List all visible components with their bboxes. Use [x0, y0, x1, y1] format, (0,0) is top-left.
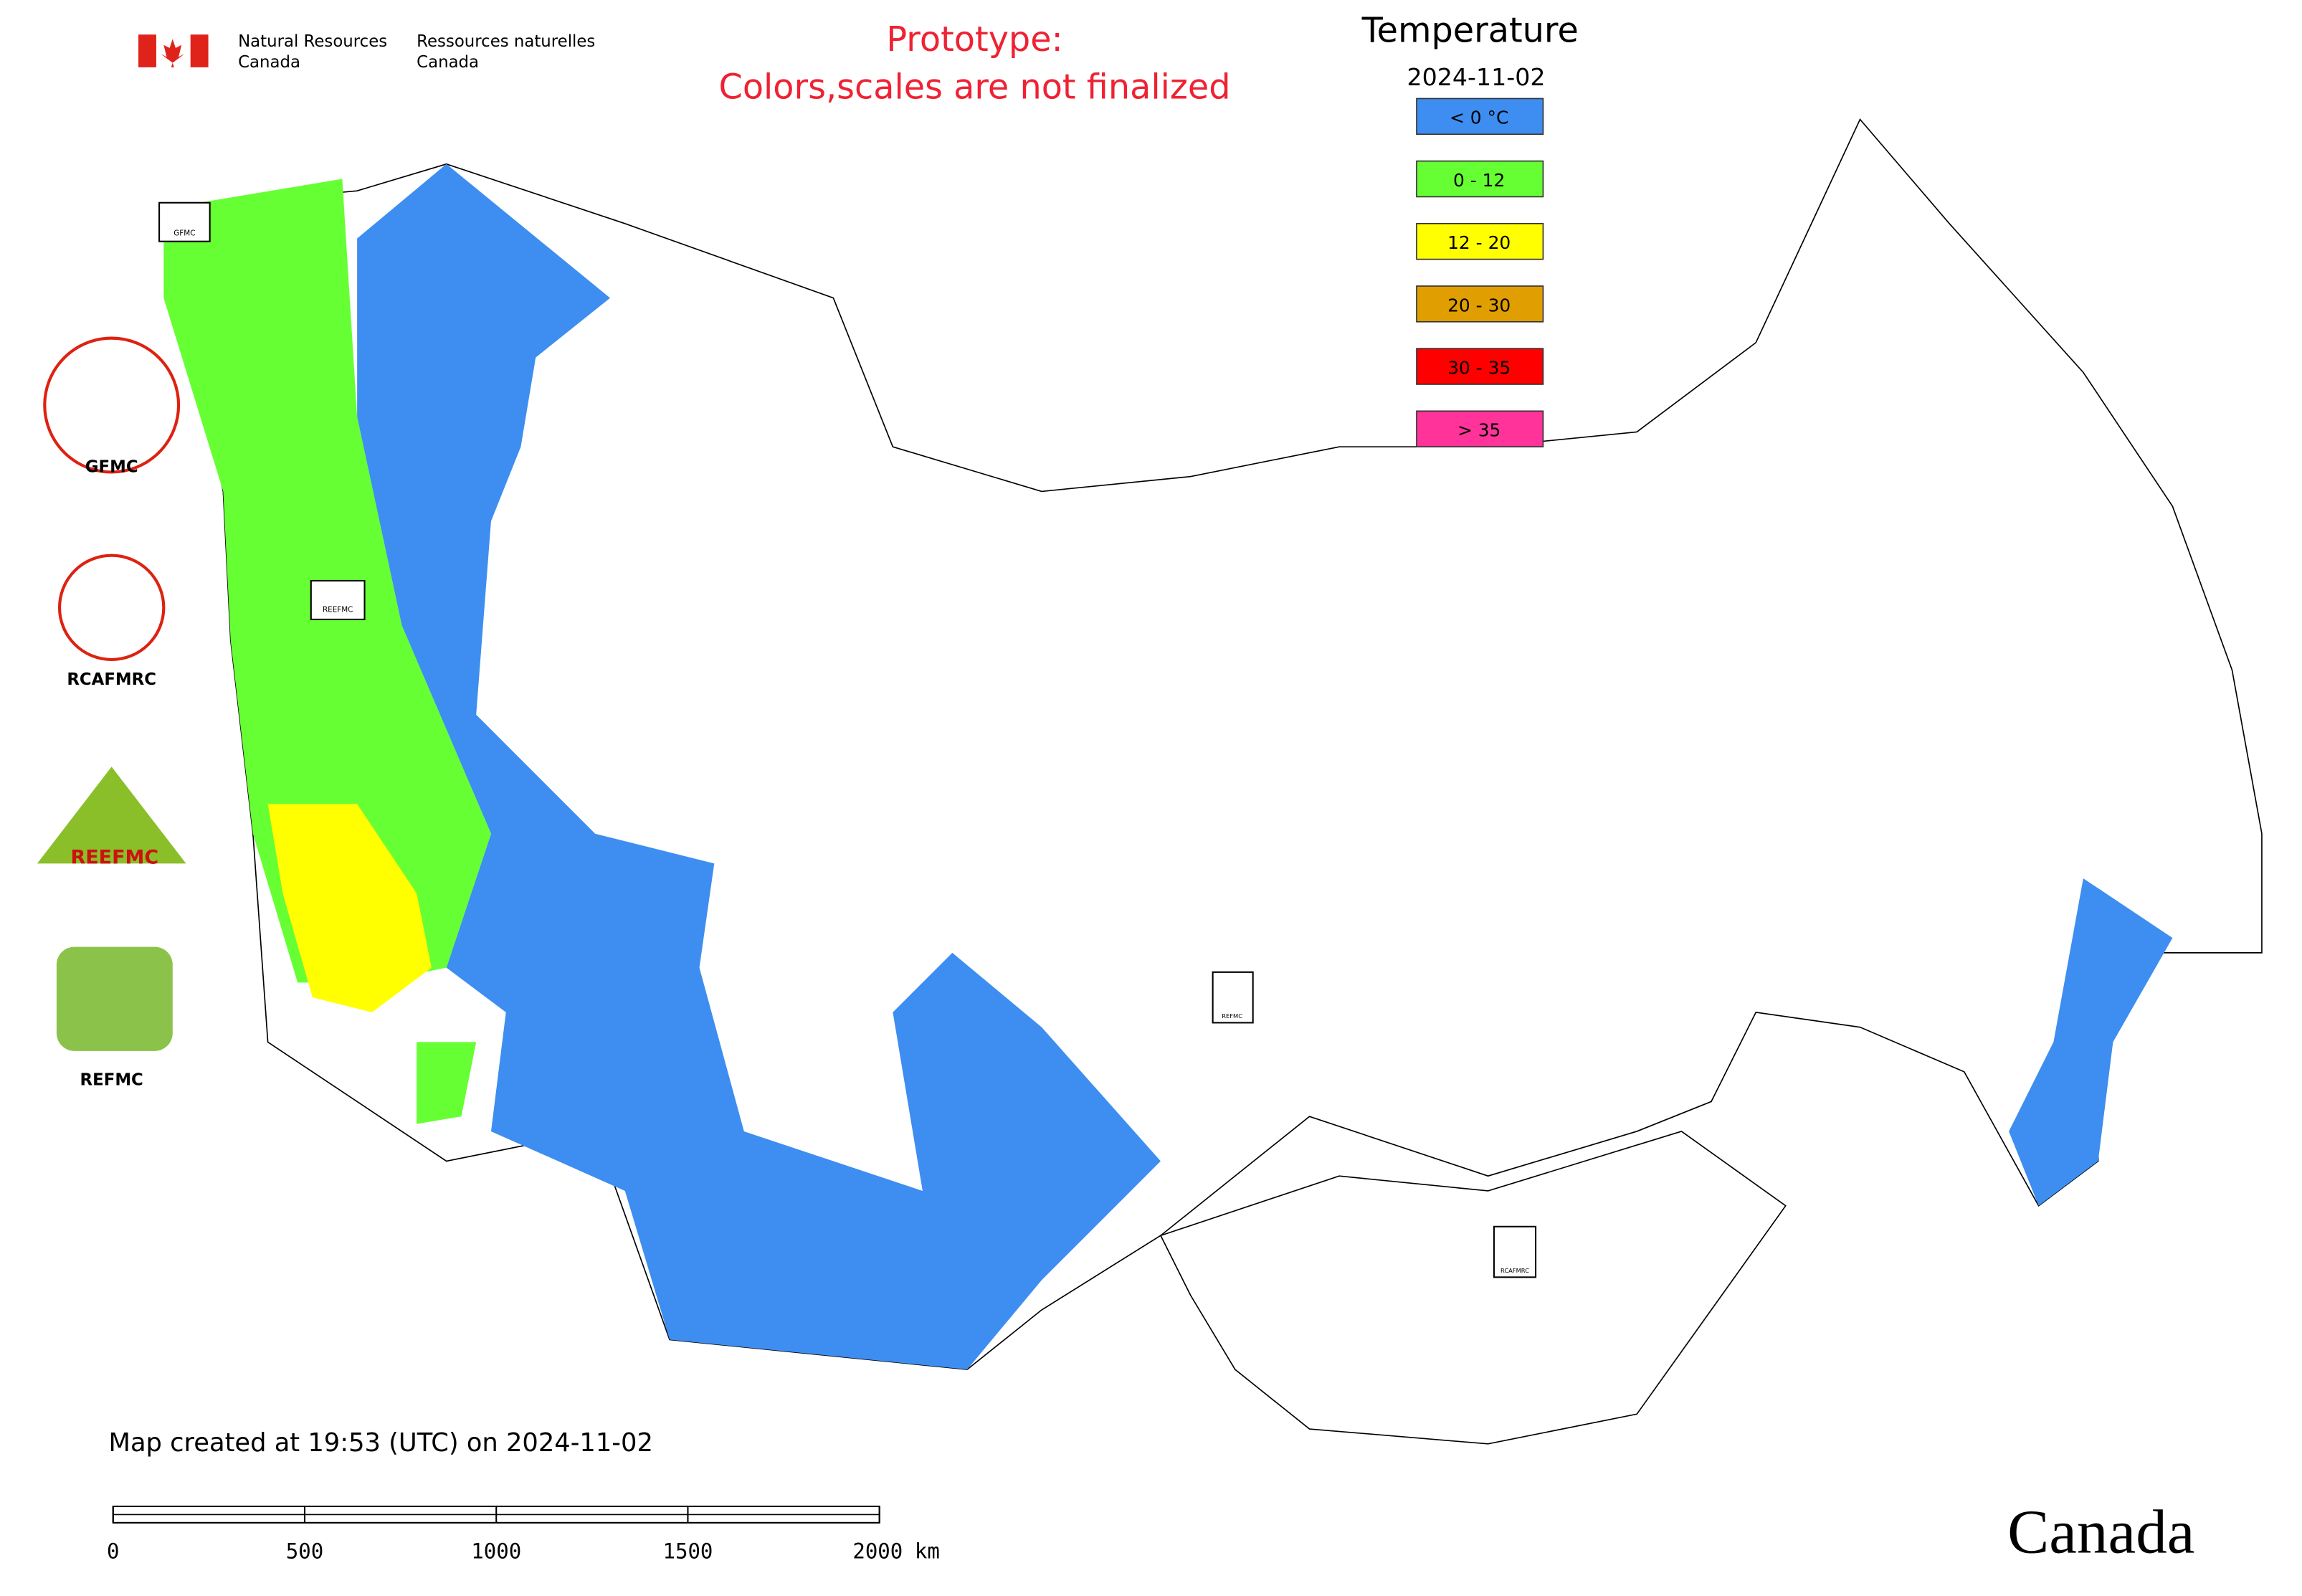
- footer: Map created at 19:53 (UTC) on 2024-11-02…: [107, 1428, 2194, 1566]
- map-marker: [310, 579, 366, 620]
- legend: Temperature 2024-11-02 < 0 °C 0 - 12 12 - …: [1361, 11, 1579, 447]
- region: [267, 804, 432, 1012]
- logos: GFMC RCAFMRC REEFMC REFMC GFMC REEFMC RE…: [37, 201, 1537, 1278]
- region: [2009, 878, 2173, 1206]
- scale-value: 1000: [471, 1539, 521, 1564]
- flag-bar: [138, 34, 156, 67]
- legend-swatch: [1416, 160, 1544, 198]
- marker-label: RCAFMRC: [1500, 1267, 1529, 1274]
- logo-label: RCAFMRC: [67, 670, 156, 689]
- created-note: Map created at 19:53 (UTC) on 2024-11-02: [109, 1428, 653, 1458]
- region: [357, 163, 1161, 1370]
- flag-bar: [190, 34, 209, 67]
- notice: Prototype:: [886, 20, 1062, 60]
- legend-title: Temperature: [1361, 11, 1579, 51]
- region: [417, 1042, 477, 1124]
- legend-label: > 35: [1457, 420, 1500, 441]
- scale-label: 500: [286, 1539, 323, 1564]
- scale-value: 2000: [852, 1539, 903, 1564]
- logo-emblem: [37, 766, 186, 864]
- scale-label: 1500: [662, 1539, 713, 1564]
- legend-swatch: [1416, 410, 1544, 447]
- legend-label: 12 - 20: [1447, 232, 1511, 253]
- maple-leaf: [161, 39, 185, 67]
- logo-label: REEFMC: [70, 846, 158, 868]
- logo-emblem: [56, 946, 173, 1051]
- legend-swatch: [1416, 98, 1544, 136]
- wordmark: Canada: [2007, 1496, 2194, 1566]
- country-outline: [1159, 1131, 1787, 1445]
- agency-fr: Canada: [417, 53, 479, 72]
- scale-label: 0: [107, 1539, 120, 1564]
- legend-date: 2024-11-02: [1407, 63, 1546, 91]
- map-marker: [1212, 971, 1254, 1024]
- legend-label: 30 - 35: [1447, 357, 1511, 378]
- scale-value: 0: [107, 1539, 120, 1564]
- logo-emblem: [43, 336, 181, 474]
- logo-emblem: [57, 554, 166, 662]
- scale-label: 1000: [471, 1539, 521, 1564]
- legend-label: 20 - 30: [1447, 295, 1511, 315]
- scale-value: 500: [286, 1539, 323, 1564]
- logo-label: GFMC: [85, 457, 138, 476]
- legend-swatch: [1416, 348, 1544, 385]
- logo-label: REFMC: [80, 1071, 143, 1090]
- marker-label: REFMC: [1222, 1012, 1242, 1020]
- notice: Colors,scales are not finalized: [719, 67, 1231, 107]
- legend-label: < 0 °C: [1450, 108, 1508, 128]
- map: [163, 118, 2263, 1445]
- marker-label: GFMC: [173, 229, 195, 237]
- scale-unit: km: [915, 1539, 940, 1564]
- legend-swatch: [1416, 285, 1544, 323]
- header: Natural Resources Canada Ressources natu…: [138, 20, 1231, 107]
- agency-en: Natural Resources: [238, 32, 387, 51]
- map-marker: [1493, 1225, 1537, 1278]
- legend-label: 0 - 12: [1453, 170, 1505, 191]
- scale-label: 2000 km: [852, 1539, 940, 1564]
- legend-swatch: [1416, 222, 1544, 260]
- agency-fr: Ressources naturelles: [417, 32, 595, 51]
- scale-value: 1500: [662, 1539, 713, 1564]
- map-marker: [158, 201, 211, 242]
- agency-en: Canada: [238, 53, 300, 72]
- marker-label: REEFMC: [323, 606, 353, 614]
